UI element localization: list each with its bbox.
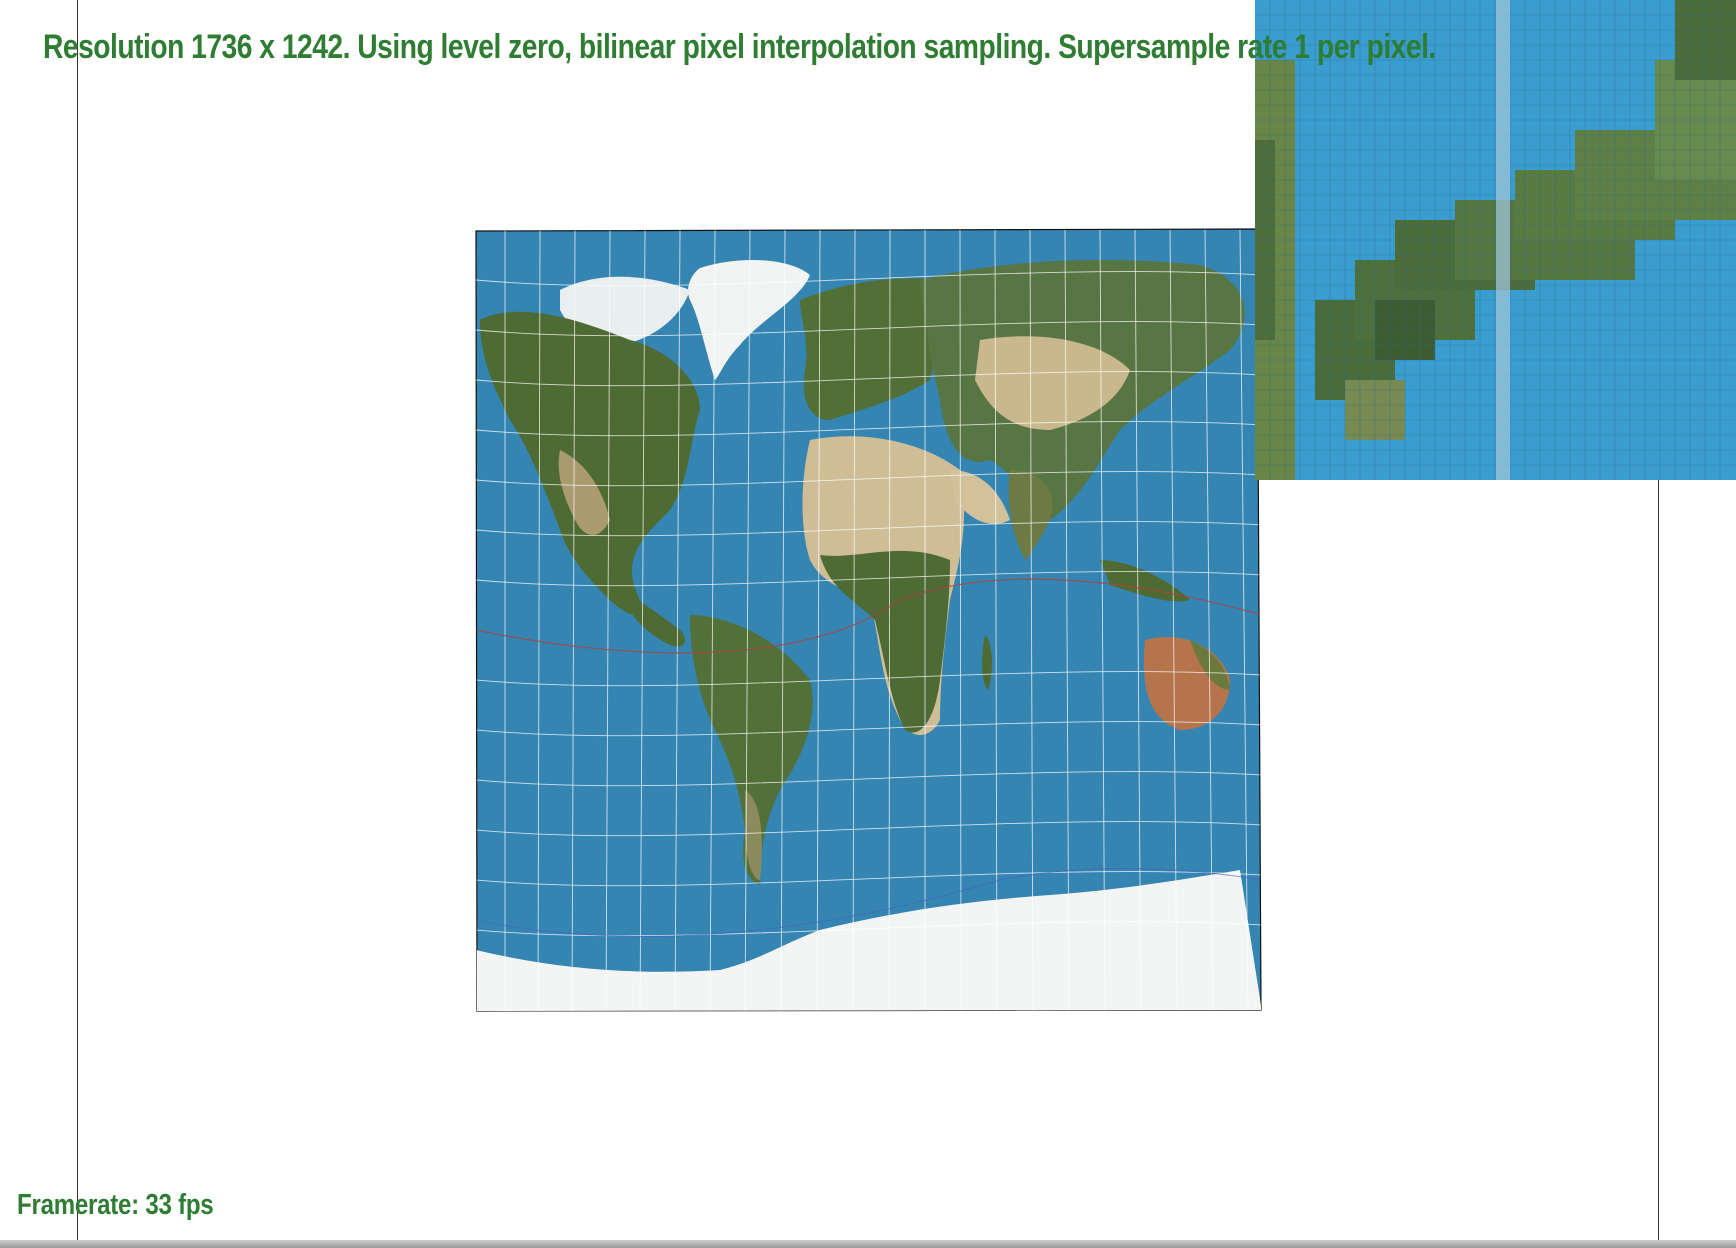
tropic-line-south <box>476 867 1261 937</box>
resolution-status-text: Resolution 1736 x 1242. Using level zero… <box>43 28 1436 66</box>
india <box>1008 470 1053 560</box>
pixel-zoom-inset <box>1255 0 1736 480</box>
south-america-south <box>745 790 762 880</box>
asia-steppe <box>975 336 1130 430</box>
zoom-pixel-grid <box>1255 0 1736 480</box>
zoom-inset-pixels <box>1255 0 1736 480</box>
africa-tropical <box>820 550 950 733</box>
europe <box>800 278 953 420</box>
north-america-desert <box>558 450 610 535</box>
central-america <box>620 590 686 647</box>
madagascar <box>982 635 992 690</box>
graticule-parallels <box>476 271 1261 937</box>
north-america <box>480 311 700 615</box>
antarctica <box>476 870 1261 1011</box>
window-bottom-edge <box>0 1240 1736 1248</box>
zoom-meridian <box>1496 0 1510 480</box>
graticule-meridians <box>504 229 1249 1011</box>
framerate-status-text: Framerate: 33 fps <box>17 1189 214 1221</box>
arabia <box>950 470 1010 524</box>
indonesia <box>1100 560 1190 602</box>
frame-left-line <box>77 0 78 1244</box>
australia-coast <box>1190 640 1230 690</box>
frame-right-line <box>1658 480 1659 1244</box>
equator-line <box>476 578 1261 654</box>
